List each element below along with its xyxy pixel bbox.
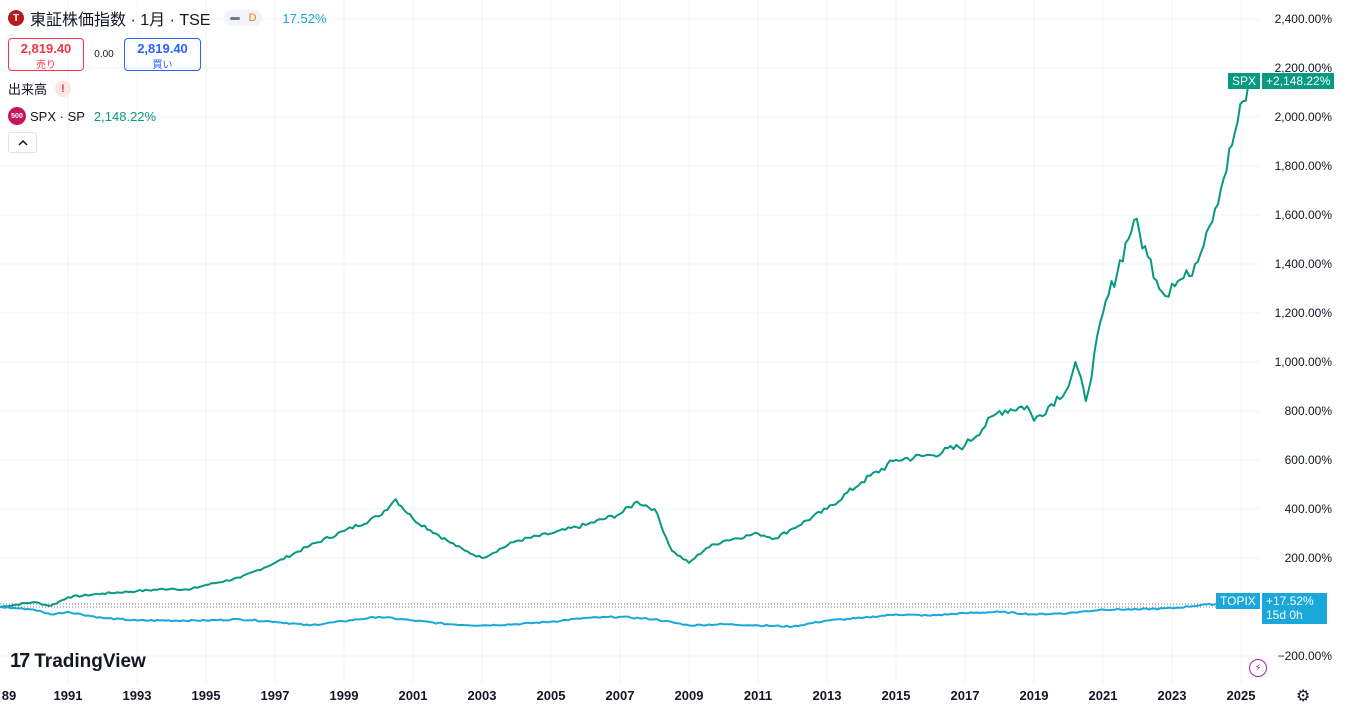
time-axis-label: 2015 [881,688,911,703]
time-axis-label: 2005 [536,688,566,703]
time-axis-label: 2013 [812,688,842,703]
topix-change: 17.52% [282,10,327,26]
time-axis-label: 89 [1,688,17,703]
price-axis-label: 600.00% [1284,453,1332,467]
time-axis[interactable]: 89 1991 1993 1995 1997 1999 2001 2003 2005 2007 20… [0,683,1260,708]
time-axis-label: 2007 [605,688,635,703]
time-axis-label: 2009 [674,688,704,703]
sell-label: 売り [36,60,56,71]
spx-logo-icon: 500 [8,107,26,125]
topix-axis-name-tag: TOPIX [1216,592,1260,609]
time-axis-label: 1995 [191,688,221,703]
time-axis-label: 2019 [1019,688,1049,703]
topix-series-line[interactable] [0,601,1252,629]
price-axis-label: 1,000.00% [1274,355,1332,369]
symbol-logo-icon: T [8,10,24,26]
time-axis-label: 1991 [53,688,83,703]
price-axis-label: 2,400.00% [1274,12,1332,26]
symbol-row[interactable]: T 東証株価指数 · 1月 · TSE D 17.52% [8,6,327,30]
time-axis-label: 2003 [467,688,497,703]
compare-change: 2,148.22% [93,108,157,124]
market-status-pill[interactable]: D [224,10,263,26]
compare-row[interactable]: 500 SPX · SP 2,148.22% [8,107,327,125]
price-axis-label: 2,200.00% [1274,61,1332,75]
price-axis-label: 1,200.00% [1274,306,1332,320]
warning-icon[interactable]: ! [55,80,72,97]
sell-price: 2,819.40 [20,41,72,56]
price-axis-label: −200.00% [1277,649,1332,663]
settings-gear-icon[interactable]: ⚙ [1296,686,1311,705]
sell-button[interactable]: 2,819.40 売り [8,38,84,71]
volume-row[interactable]: 出来高 ! [8,79,327,98]
collapse-legend-button[interactable] [8,132,37,153]
price-axis-label: 400.00% [1284,502,1332,516]
time-axis-label: 2025 [1226,688,1256,703]
time-axis-label: 1997 [260,688,290,703]
topix-axis-value: +17.52% [1266,593,1314,608]
time-axis-label: 1999 [329,688,359,703]
chart-pane[interactable] [0,0,1260,683]
time-axis-label: 2021 [1088,688,1118,703]
price-axis-label: 800.00% [1284,404,1332,418]
spread-value: 0.00 [94,49,114,60]
spx-series-line[interactable] [0,79,1252,608]
minus-icon [230,16,241,20]
compare-name: SPX · SP [30,108,85,124]
spx-axis-name-tag: SPX [1228,72,1261,89]
price-axis-label: 200.00% [1284,551,1332,565]
chevron-up-icon [17,139,28,146]
price-axis[interactable]: 2,400.00% 2,200.00% 2,000.00% 1,800.00% 1,60… [1260,0,1350,683]
price-axis-label: 2,000.00% [1274,110,1332,124]
volume-label: 出来高 [8,82,48,97]
price-chart[interactable] [0,0,1260,683]
spx-axis-value-tag: +2,148.22% [1262,72,1335,89]
price-axis-label: 1,600.00% [1274,208,1332,222]
time-axis-label: 2023 [1157,688,1187,703]
time-axis-label: 2011 [743,688,773,703]
buy-label: 買い [152,60,173,71]
price-axis-label: 1,800.00% [1274,159,1332,173]
symbol-title[interactable]: 東証株価指数 · 1月 · TSE [30,12,211,29]
tradingview-wordmark: TradingView [34,650,146,672]
price-axis-label: 1,400.00% [1274,257,1332,271]
buy-price: 2,819.40 [137,41,188,56]
tradingview-mark-icon: 17 [10,650,30,672]
time-axis-label: 2001 [398,688,428,703]
buy-button[interactable]: 2,819.40 買い [124,38,201,71]
topix-axis-value-tag: +17.52% 15d 0h [1262,592,1327,624]
trade-box: 2,819.40 売り 0.00 2,819.40 買い [8,38,327,71]
tradingview-logo[interactable]: 17 TradingView [10,650,146,673]
time-axis-label: 2017 [950,688,980,703]
flash-icon[interactable]: ⚡ [1249,659,1267,677]
bar-countdown: 15d 0h [1266,607,1303,622]
legend: T 東証株価指数 · 1月 · TSE D 17.52% 2,819.40 売り… [8,6,327,153]
time-axis-label: 1993 [122,688,152,703]
delayed-badge: D [248,12,257,24]
